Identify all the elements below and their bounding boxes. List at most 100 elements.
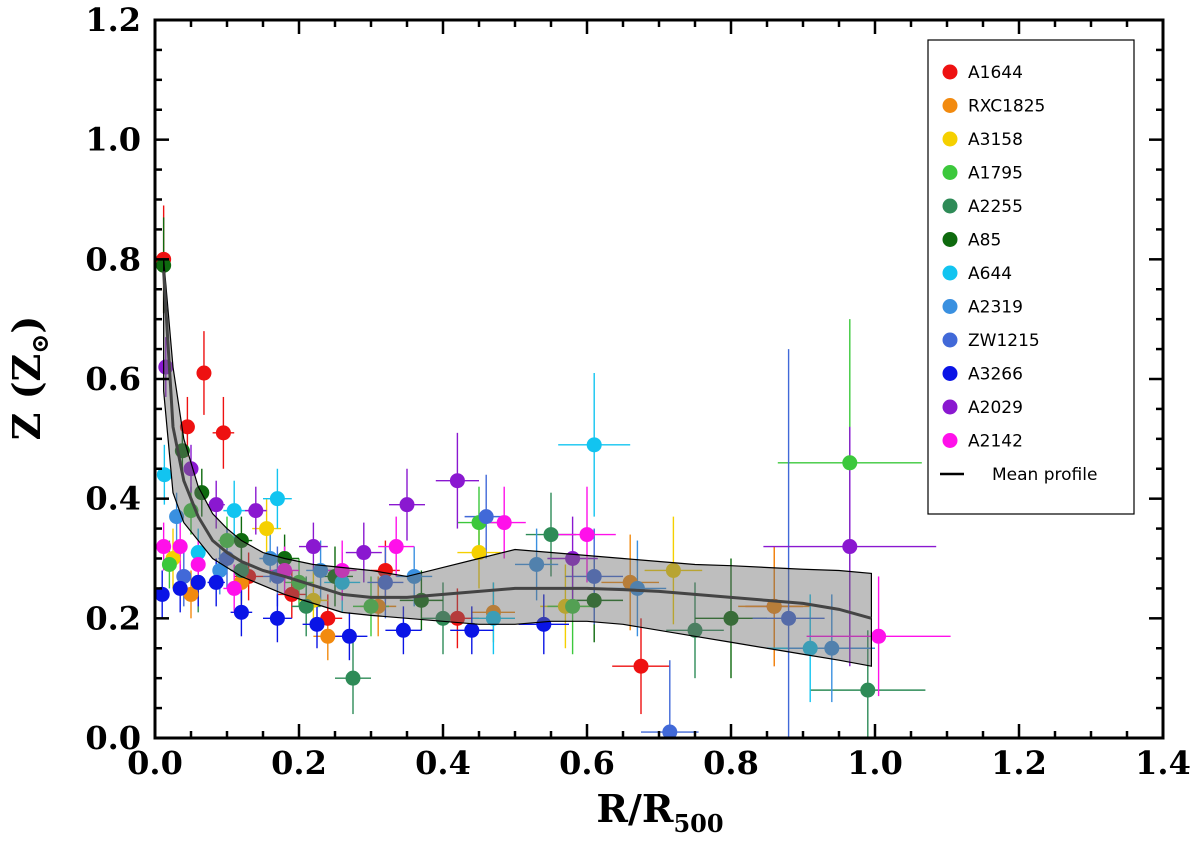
legend-marker (942, 265, 958, 281)
data-point (212, 562, 228, 578)
data-point (259, 521, 275, 537)
mean-profile (162, 259, 872, 667)
x-tick-label: 0.0 (127, 744, 183, 782)
data-point (334, 574, 350, 590)
data-point (395, 622, 411, 638)
data-point (156, 467, 172, 483)
legend-label: RXC1825 (968, 97, 1045, 117)
data-point (399, 497, 415, 513)
y-tick-label: 0.4 (85, 480, 141, 518)
data-point (179, 419, 195, 435)
x-tick-label: 0.4 (415, 744, 471, 782)
x-axis-title-subscript: 500 (673, 809, 723, 838)
data-point (665, 562, 681, 578)
data-point (529, 556, 545, 572)
axes-layer: 0.0 0.2 0.4 0.6 0.8 1.0 1.2 1.4 0.0 0.2 0.4 0.6 0.8 1… (85, 1, 1191, 782)
series-points-a3266 (154, 574, 552, 644)
data-point (579, 527, 595, 543)
y-tick-label: 0.6 (85, 360, 141, 398)
data-point (215, 425, 231, 441)
legend-item-a2142: A2142 (942, 432, 1023, 452)
legend-item-a2319: A2319 (942, 298, 1023, 318)
legend-marker (942, 98, 958, 113)
data-point (842, 539, 858, 555)
legend-item-a3266: A3266 (942, 365, 1023, 385)
legend-label: A1795 (968, 164, 1023, 184)
y-axis-title: Z (Z⊙) (4, 316, 54, 441)
legend-box (927, 39, 1135, 515)
x-tick-label: 1.2 (991, 744, 1047, 782)
data-point (860, 682, 876, 698)
mean-profile-band (163, 259, 872, 667)
y-tick-label: 0.8 (85, 240, 141, 278)
legend-marker (942, 232, 958, 247)
data-point (471, 545, 487, 561)
data-point (871, 628, 887, 644)
data-point (190, 545, 206, 561)
data-point (824, 640, 840, 656)
data-point (565, 598, 581, 614)
data-point (388, 539, 404, 555)
x-tick-label: 1.0 (847, 744, 903, 782)
x-axis-title-main: R/R (596, 786, 673, 831)
x-axis-title: R/R500 (596, 786, 723, 838)
series-points-a2029 (158, 359, 858, 566)
y-axis-title-main: Z (Z (4, 354, 49, 441)
legend-label: A2029 (968, 398, 1023, 418)
data-point (356, 545, 372, 561)
data-point (662, 724, 678, 740)
data-point (802, 640, 818, 656)
y-tick-label: 1.2 (85, 1, 141, 39)
legend-marker (942, 198, 958, 214)
legend-item-zw1215: ZW1215 (942, 331, 1040, 351)
data-point (219, 533, 235, 549)
legend-label: A3266 (968, 365, 1023, 385)
x-tick-label: 1.4 (1135, 744, 1191, 782)
data-point (172, 539, 188, 555)
data-point (687, 622, 703, 638)
legend-label: A1644 (968, 63, 1023, 83)
legend-label: Mean profile (992, 465, 1097, 485)
legend-item-a644: A644 (942, 264, 1012, 284)
data-point (248, 503, 264, 519)
legend-label: A2255 (968, 197, 1023, 217)
data-point (190, 574, 206, 590)
data-point (313, 562, 329, 578)
data-point (156, 539, 172, 555)
data-point (208, 574, 224, 590)
legend-item-a1644: A1644 (942, 63, 1023, 83)
data-point (226, 503, 242, 519)
data-point (485, 610, 501, 626)
series-points-a644 (156, 437, 818, 656)
data-point (478, 509, 494, 525)
y-tick-label: 1.0 (85, 121, 141, 159)
legend-label: A3158 (968, 130, 1023, 150)
series-points-a2319 (169, 509, 840, 656)
data-point (536, 616, 552, 632)
data-point (262, 551, 278, 566)
legend-item-a3158: A3158 (942, 130, 1023, 150)
x-tick-label: 0.2 (271, 744, 327, 782)
series-points-a2255 (190, 527, 876, 698)
legend-marker (942, 399, 958, 415)
data-point (226, 580, 242, 596)
data-point (341, 628, 357, 644)
data-point (842, 455, 858, 471)
data-point (269, 491, 285, 507)
data-point (543, 527, 559, 543)
y-axis-title-close: ) (4, 316, 49, 334)
data-point (269, 610, 285, 626)
legend-marker (942, 433, 958, 448)
data-point (154, 586, 170, 602)
data-point (377, 562, 393, 578)
data-point (309, 616, 325, 632)
data-point (161, 556, 177, 572)
data-point (208, 497, 224, 513)
data-point (190, 556, 206, 572)
data-point (320, 628, 336, 644)
x-tick-label: 0.8 (703, 744, 759, 782)
y-tick-label: 0.0 (85, 719, 141, 757)
data-point (363, 598, 379, 614)
data-point (233, 604, 249, 620)
